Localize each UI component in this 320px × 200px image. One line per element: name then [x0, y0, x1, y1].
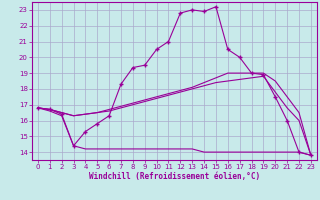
- X-axis label: Windchill (Refroidissement éolien,°C): Windchill (Refroidissement éolien,°C): [89, 172, 260, 181]
